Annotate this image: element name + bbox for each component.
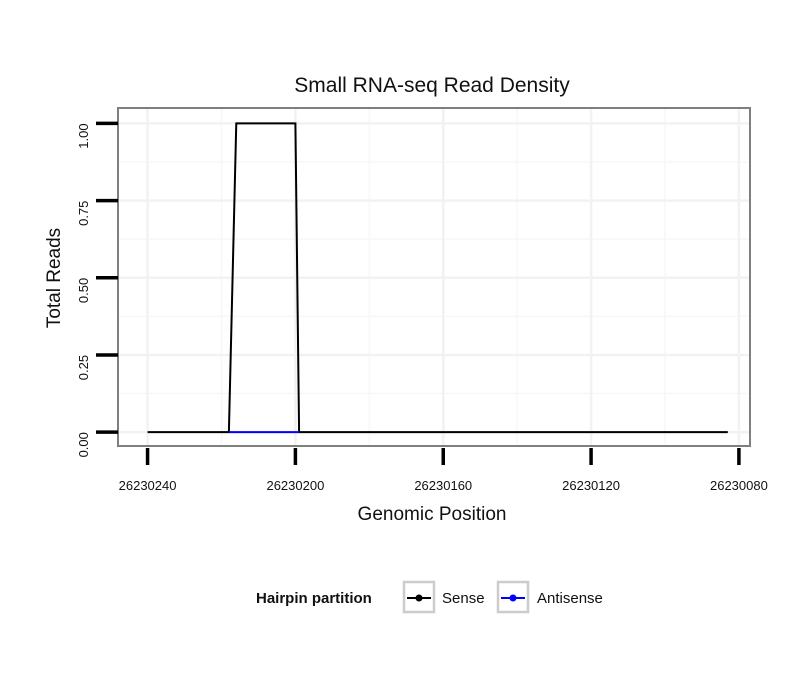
y-tick-label: 0.75 [76, 201, 91, 226]
series-lines [147, 122, 728, 434]
x-tick-label: 26230160 [414, 478, 472, 493]
legend: Hairpin partition Sense Antisense [256, 580, 603, 614]
y-tick-label: 0.50 [76, 278, 91, 303]
legend-item-sense: Sense [402, 580, 485, 614]
x-tick-label: 26230200 [266, 478, 324, 493]
y-tick-label: 1.00 [76, 123, 91, 148]
legend-title: Hairpin partition [256, 590, 372, 607]
x-axis-title: Genomic Position [358, 504, 507, 525]
y-axis-title: Total Reads [44, 228, 65, 328]
legend-item-antisense: Antisense [496, 580, 603, 614]
legend-dot-antisense [509, 594, 517, 602]
x-tick-label: 26230080 [710, 478, 768, 493]
x-axis: 26230240 26230200 26230160 26230120 26230080 [119, 448, 768, 493]
legend-label-sense: Sense [442, 590, 485, 607]
y-tick-label: 0.00 [76, 432, 91, 457]
legend-dot-sense [415, 594, 423, 602]
y-axis: 0.00 0.25 0.50 0.75 1.00 [76, 121, 118, 457]
legend-label-antisense: Antisense [537, 590, 603, 607]
x-tick-label: 26230240 [119, 478, 177, 493]
y-tick-label: 0.25 [76, 355, 91, 380]
x-tick-label: 26230120 [562, 478, 620, 493]
chart-title: Small RNA-seq Read Density [294, 74, 570, 97]
series-line-sense [147, 122, 728, 434]
